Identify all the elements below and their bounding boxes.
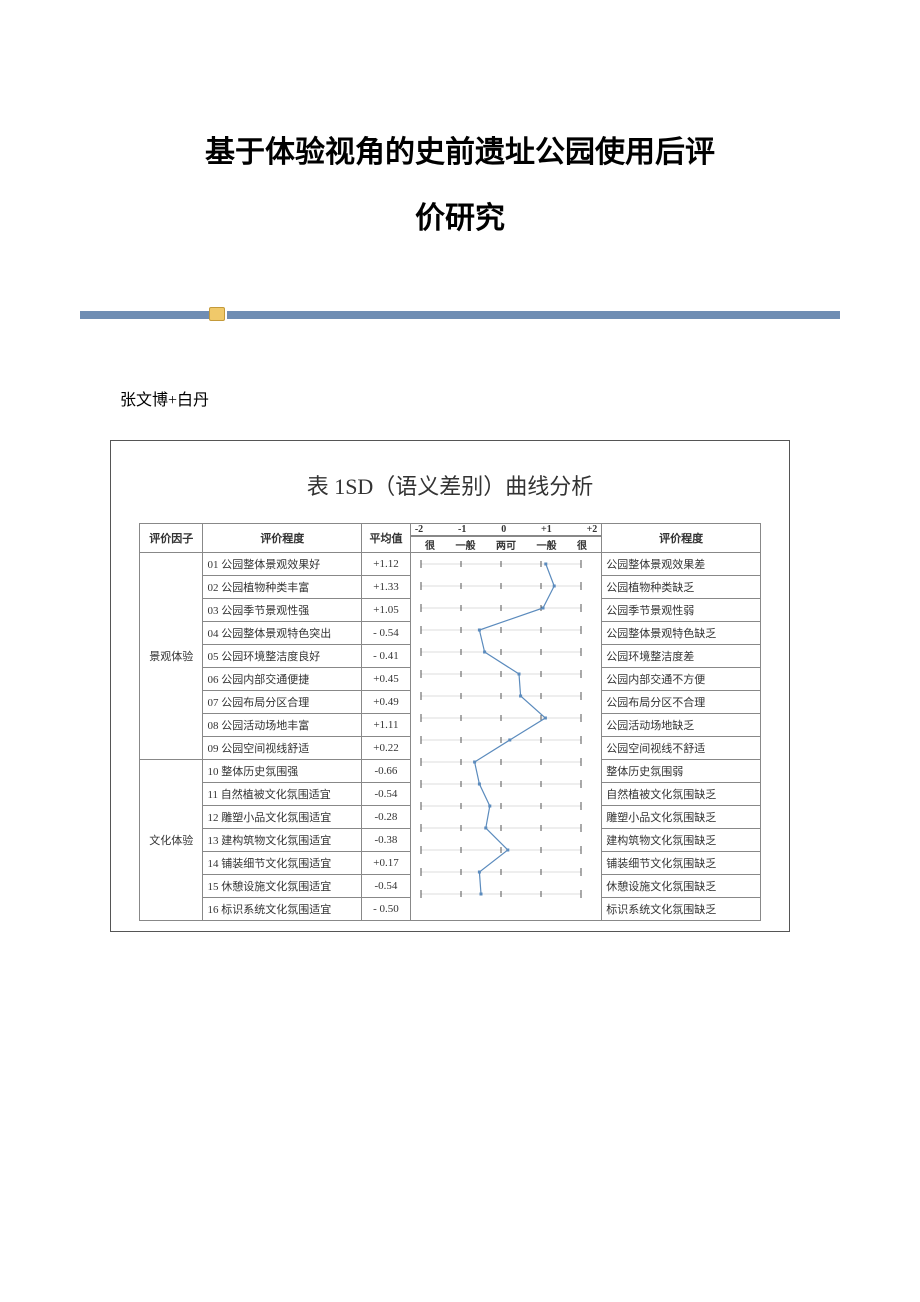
value-cell: -0.28 — [362, 806, 411, 829]
sd-line-chart — [411, 553, 591, 905]
right-label-cell: 公园活动场地缺乏 — [602, 714, 761, 737]
title-line-1: 基于体验视角的史前遗址公园使用后评 — [205, 136, 715, 169]
value-cell: +0.22 — [362, 737, 411, 760]
value-cell: - 0.41 — [362, 645, 411, 668]
right-label-cell: 公园内部交通不方便 — [602, 668, 761, 691]
category-cell: 文化体验 — [140, 760, 203, 921]
rule-right-segment — [227, 311, 840, 319]
scale-numeric-row: -2 -1 0 +1 +2 — [411, 524, 601, 536]
value-cell: +0.45 — [362, 668, 411, 691]
scale-tick-label: 0 — [501, 524, 506, 535]
right-label-cell: 整体历史氛围弱 — [602, 760, 761, 783]
scale-tick-label: -1 — [458, 524, 466, 535]
page: 基于体验视角的史前遗址公园使用后评 价研究 张文博+白丹 表 1SD（语义差别）… — [0, 0, 920, 972]
scale-tick-label: -2 — [415, 524, 423, 535]
left-label-cell: 11 自然植被文化氛围适宜 — [203, 783, 362, 806]
rule-left-segment — [80, 311, 209, 319]
right-label-cell: 公园整体景观效果差 — [602, 553, 761, 576]
left-label-cell: 15 休憩设施文化氛围适宜 — [203, 875, 362, 898]
right-label-cell: 公园布局分区不合理 — [602, 691, 761, 714]
left-label-cell: 10 整体历史氛围强 — [203, 760, 362, 783]
value-cell: +0.17 — [362, 852, 411, 875]
left-label-cell: 06 公园内部交通便捷 — [203, 668, 362, 691]
scale-word-label: 一般 — [537, 537, 557, 552]
left-label-cell: 07 公园布局分区合理 — [203, 691, 362, 714]
sd-table-head: 评价因子 评价程度 平均值 -2 -1 0 +1 +2 评价程度 很 一般 两可 一般 很 — [140, 524, 761, 553]
value-cell: +1.05 — [362, 599, 411, 622]
scale-tick-label: +2 — [587, 524, 598, 535]
title-line-2: 价研究 — [415, 202, 505, 235]
right-label-cell: 标识系统文化氛围缺乏 — [602, 898, 761, 921]
left-label-cell: 16 标识系统文化氛围适宜 — [203, 898, 362, 921]
right-label-cell: 公园环境整洁度差 — [602, 645, 761, 668]
table-row: 景观体验01 公园整体景观效果好+1.12公园整体景观效果差 — [140, 553, 761, 576]
scale-words-row: 很 一般 两可 一般 很 — [411, 537, 601, 552]
right-label-cell: 公园整体景观特色缺乏 — [602, 622, 761, 645]
right-label-cell: 休憩设施文化氛围缺乏 — [602, 875, 761, 898]
right-label-cell: 公园空间视线不舒适 — [602, 737, 761, 760]
left-label-cell: 01 公园整体景观效果好 — [203, 553, 362, 576]
value-cell: -0.38 — [362, 829, 411, 852]
scale-word-label: 两可 — [496, 537, 516, 552]
document-title: 基于体验视角的史前遗址公园使用后评 价研究 — [80, 120, 840, 252]
col-scale-numeric: -2 -1 0 +1 +2 — [410, 524, 601, 537]
value-cell: -0.66 — [362, 760, 411, 783]
left-label-cell: 09 公园空间视线舒适 — [203, 737, 362, 760]
category-cell: 景观体验 — [140, 553, 203, 760]
figure-title: 表 1SD（语义差别）曲线分析 — [139, 469, 761, 501]
scale-word-label: 很 — [577, 537, 587, 552]
right-label-cell: 自然植被文化氛围缺乏 — [602, 783, 761, 806]
left-label-cell: 13 建构筑物文化氛围适宜 — [203, 829, 362, 852]
right-label-cell: 公园植物种类缺乏 — [602, 576, 761, 599]
value-cell: +1.11 — [362, 714, 411, 737]
scale-tick-label: +1 — [541, 524, 552, 535]
left-label-cell: 03 公园季节景观性强 — [203, 599, 362, 622]
chart-cell — [410, 553, 601, 921]
col-avg: 平均值 — [362, 524, 411, 553]
rule-badge-icon — [209, 307, 225, 321]
col-left-degree: 评价程度 — [203, 524, 362, 553]
right-label-cell: 雕塑小品文化氛围缺乏 — [602, 806, 761, 829]
right-label-cell: 公园季节景观性弱 — [602, 599, 761, 622]
value-cell: - 0.50 — [362, 898, 411, 921]
value-cell: +0.49 — [362, 691, 411, 714]
left-label-cell: 05 公园环境整洁度良好 — [203, 645, 362, 668]
scale-word-label: 很 — [425, 537, 435, 552]
horizontal-rule — [80, 302, 840, 326]
col-right-degree: 评价程度 — [602, 524, 761, 553]
sd-table-body: 景观体验01 公园整体景观效果好+1.12 公园整体景观效果差 02 公园植物种类丰… — [140, 553, 761, 921]
value-cell: +1.12 — [362, 553, 411, 576]
left-label-cell: 08 公园活动场地丰富 — [203, 714, 362, 737]
col-scale-words: 很 一般 两可 一般 很 — [410, 537, 601, 553]
left-label-cell: 14 铺装细节文化氛围适宜 — [203, 852, 362, 875]
value-cell: +1.33 — [362, 576, 411, 599]
left-label-cell: 12 雕塑小品文化氛围适宜 — [203, 806, 362, 829]
value-cell: -0.54 — [362, 783, 411, 806]
authors-line: 张文博+白丹 — [120, 386, 840, 410]
left-label-cell: 02 公园植物种类丰富 — [203, 576, 362, 599]
right-label-cell: 铺装细节文化氛围缺乏 — [602, 852, 761, 875]
scale-word-label: 一般 — [456, 537, 476, 552]
value-cell: - 0.54 — [362, 622, 411, 645]
value-cell: -0.54 — [362, 875, 411, 898]
left-label-cell: 04 公园整体景观特色突出 — [203, 622, 362, 645]
right-label-cell: 建构筑物文化氛围缺乏 — [602, 829, 761, 852]
sd-table: 评价因子 评价程度 平均值 -2 -1 0 +1 +2 评价程度 很 一般 两可 一般 很 景观… — [139, 523, 761, 921]
figure-container: 表 1SD（语义差别）曲线分析 评价因子 评价程度 平均值 -2 -1 0 +1 +2 … — [110, 440, 790, 932]
col-factor: 评价因子 — [140, 524, 203, 553]
